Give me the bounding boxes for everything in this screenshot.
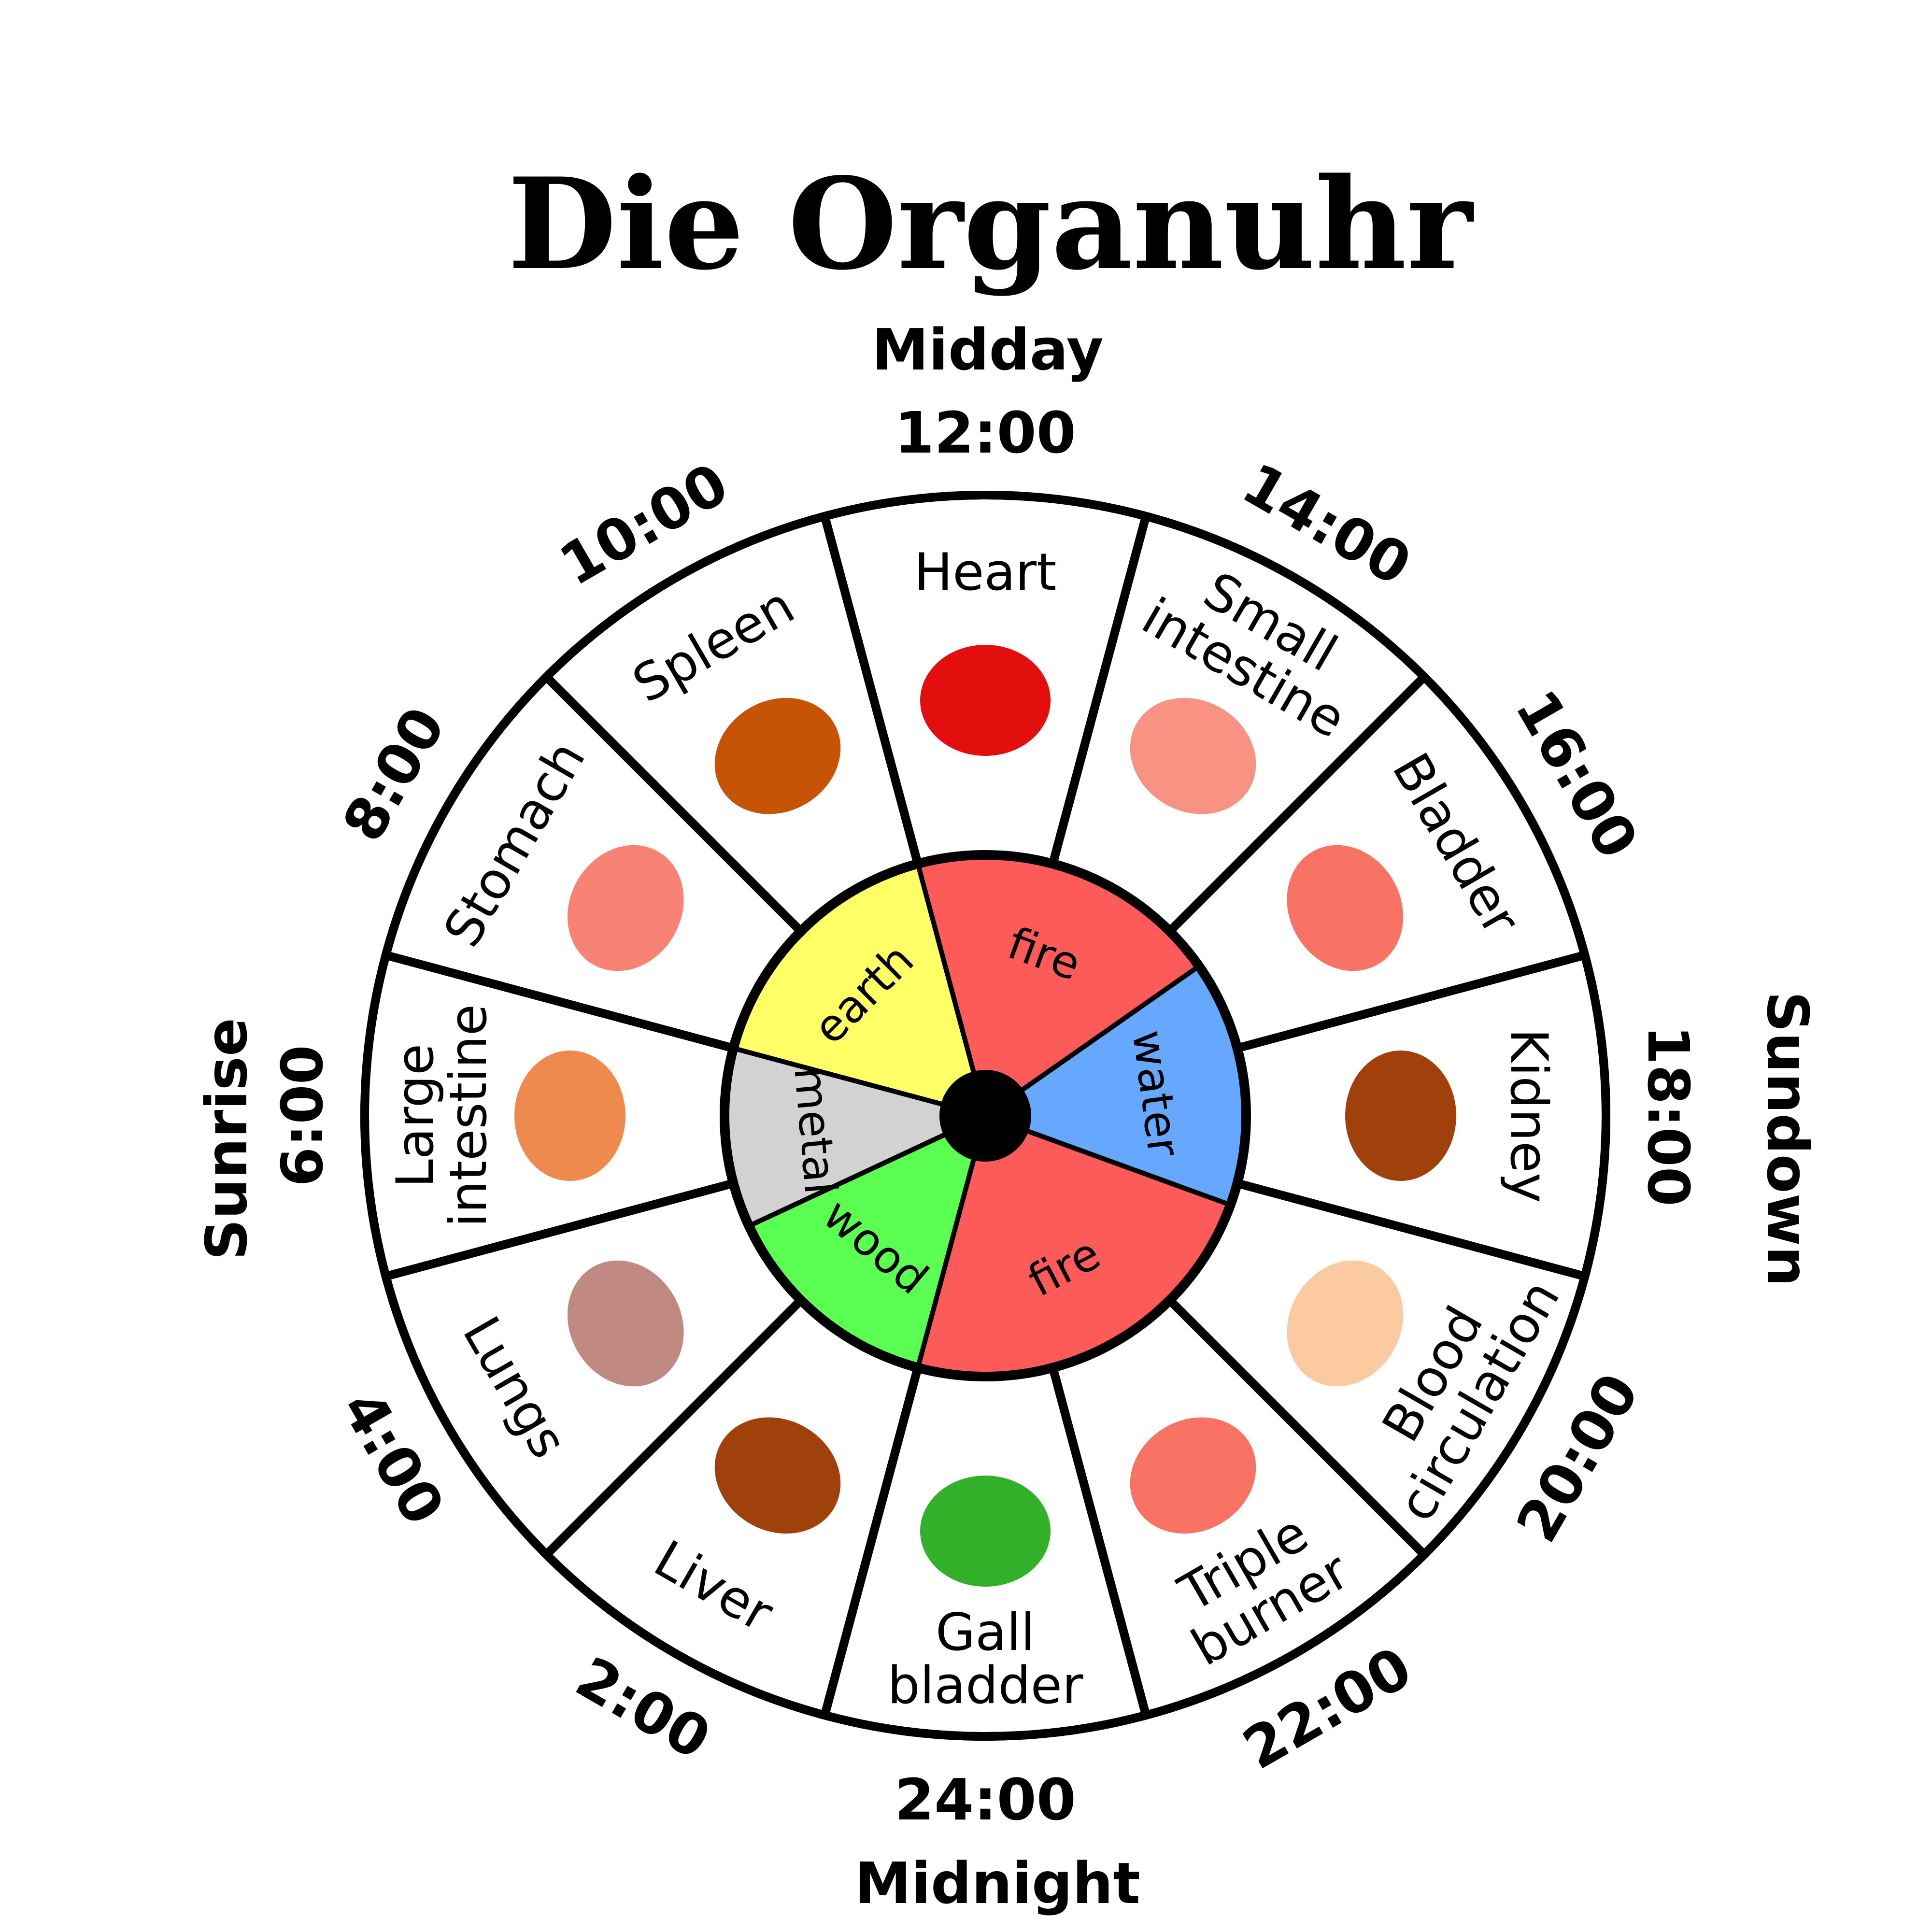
organ-label-line: Heart <box>914 542 1056 602</box>
organ-label-line: Gall <box>936 1603 1035 1662</box>
outer-border <box>360 491 1610 1741</box>
organ-label-line: bladder <box>887 1656 1083 1715</box>
spleen-icon <box>714 697 841 814</box>
triple-burner-icon <box>1130 1417 1256 1534</box>
label-midday: Midday <box>872 316 1104 383</box>
time-label: 12:00 <box>895 399 1076 466</box>
time-label: 6:00 <box>269 1045 336 1187</box>
center-hub <box>939 1070 1031 1162</box>
organ-ring: Heart SmallintestineBladderKidneyBloodcir… <box>269 399 1702 1833</box>
organ-label: Largeintestine <box>385 1004 498 1227</box>
blood-circulation-icon <box>1287 1260 1404 1387</box>
bladder-icon <box>1287 845 1404 971</box>
gall-bladder-icon <box>920 1476 1051 1587</box>
organ-label-line: Kidney <box>1499 1028 1559 1203</box>
time-label: 24:00 <box>895 1766 1076 1833</box>
page-title: Die Organuhr <box>508 151 1475 298</box>
kidney-icon <box>1345 1051 1456 1181</box>
label-sunrise: Sunrise <box>193 1018 260 1260</box>
lungs-icon <box>567 1260 684 1387</box>
element-label: metal <box>784 1065 847 1197</box>
organ-label: Gall bladder <box>887 1603 1083 1715</box>
liver-icon <box>714 1417 841 1534</box>
label-midnight: Midnight <box>854 1850 1140 1917</box>
organ-label: Heart <box>914 542 1056 602</box>
organ-label-line: intestine <box>439 1004 498 1227</box>
small-intestine-icon <box>1130 697 1256 814</box>
organ-label-line: Large <box>385 1044 445 1188</box>
organ-label: Kidney <box>1499 1028 1559 1203</box>
stomach-icon <box>567 845 684 971</box>
large-intestine-icon <box>514 1051 625 1181</box>
label-sundown: Sundown <box>1754 991 1821 1287</box>
time-label: 18:00 <box>1635 1025 1702 1207</box>
heart-icon <box>920 645 1051 756</box>
inner-border <box>720 850 1251 1381</box>
